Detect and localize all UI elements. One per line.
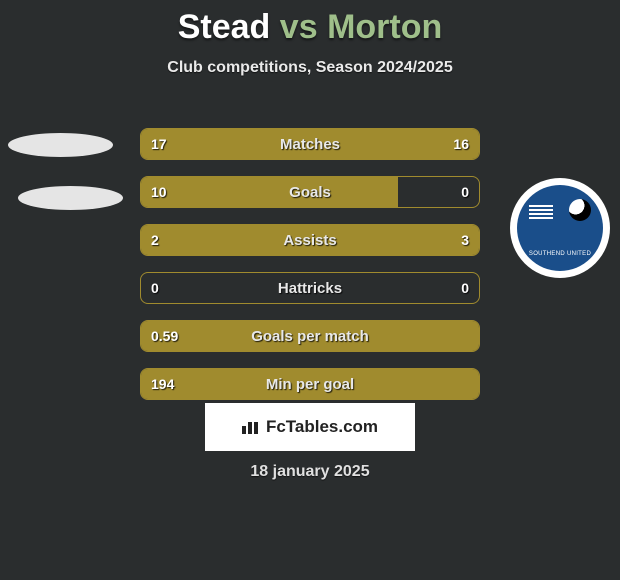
player1-badge-placeholder-bottom: [18, 186, 123, 210]
stat-row-assists: Assists2 3: [140, 224, 480, 256]
stat-row-matches: Matches17 16: [140, 128, 480, 160]
player2-club-badge: SOUTHEND UNITED: [510, 178, 610, 278]
stat-value-left: 10: [141, 177, 177, 207]
stat-value-right: 0: [451, 273, 479, 303]
stat-value-right: [459, 321, 479, 351]
stat-value-left: 2: [141, 225, 169, 255]
stat-value-right: 0: [451, 177, 479, 207]
stat-value-left: 17: [141, 129, 177, 159]
stat-label: Hattricks: [141, 273, 479, 303]
stat-bars-container: Matches1716Goals100Assists23Hattricks00G…: [140, 128, 480, 416]
player1-badge-placeholder-top: [8, 133, 113, 157]
player1-name: Stead: [178, 8, 271, 46]
stat-label: Goals: [141, 177, 479, 207]
stat-row-goals-per-match: Goals per match0.59: [140, 320, 480, 352]
source-brand: FcTables.com: [266, 417, 378, 437]
stat-value-left: 0: [141, 273, 169, 303]
stat-row-min-per-goal: Min per goal194: [140, 368, 480, 400]
stat-label: Matches: [141, 129, 479, 159]
subtitle: Club competitions, Season 2024/2025: [0, 59, 620, 77]
stat-value-left: 0.59: [141, 321, 188, 351]
source-logo: FcTables.com: [242, 417, 378, 437]
stat-value-right: 3: [451, 225, 479, 255]
vs-text: vs: [280, 8, 318, 46]
barchart-icon: [242, 420, 262, 434]
stat-row-hattricks: Hattricks0 0: [140, 272, 480, 304]
stat-label: Assists: [141, 225, 479, 255]
club-badge-inner: SOUTHEND UNITED: [517, 185, 603, 271]
badge-text: SOUTHEND UNITED: [517, 251, 603, 257]
badge-ball-icon: [569, 199, 591, 221]
badge-stripes-icon: [529, 205, 553, 219]
stat-value-left: 194: [141, 369, 184, 399]
player2-name: Morton: [327, 8, 442, 46]
source-box: FcTables.com: [205, 403, 415, 451]
stat-label: Goals per match: [141, 321, 479, 351]
stat-value-right: [459, 369, 479, 399]
stat-value-right: 16: [443, 129, 479, 159]
date-label: 18 january 2025: [0, 463, 620, 481]
comparison-title: Stead vs Morton: [0, 8, 620, 47]
stat-row-goals: Goals10 0: [140, 176, 480, 208]
stat-label: Min per goal: [141, 369, 479, 399]
